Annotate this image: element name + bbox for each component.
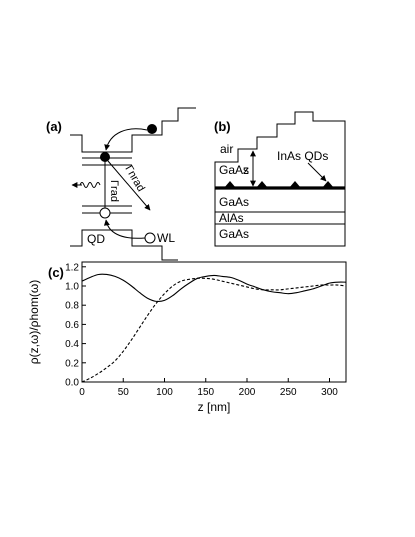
quantum-dot [322,181,334,188]
x-tick-label: 100 [156,387,173,398]
nonrad-arrow [107,160,151,211]
panel-a-label: (a) [46,119,62,134]
qd-label: QD [87,232,105,246]
y-tick-label: 0.4 [65,339,79,350]
quantum-dot [256,181,268,188]
qd-hole [99,207,111,219]
sample-outline [214,111,346,247]
x-tick-label: 0 [79,387,85,398]
z-label: z [243,163,249,177]
inas-qds-label: InAs QDs [277,149,328,163]
photon-wave [79,182,101,188]
panel-b: (b) air z GaAs InAs QDs GaAs AlAs GaAs [214,111,346,247]
gamma-rad-label: Γrad [108,180,120,202]
layer-label-alas: AlAs [219,211,244,225]
x-tick-label: 50 [118,387,130,398]
y-tick-label: 1.0 [65,282,79,293]
quantum-dot [224,181,236,188]
series-line-dashed [81,277,347,383]
y-axis-label: ρ(z,ω)/ρhom(ω) [27,280,41,364]
gamma-nrad-label: Γnrad [122,164,146,194]
layer-label-gaas-bottom: GaAs [219,227,249,241]
x-tick-label: 200 [239,387,256,398]
layer-label-gaas: GaAs [219,195,249,209]
y-ticks: 0.0 0.2 0.4 0.6 0.8 1.0 1.2 [65,262,86,389]
conduction-band [70,107,196,153]
gaas-top-label: GaAs [219,163,249,177]
x-tick-label: 300 [321,387,338,398]
panel-c: (c) 0 50 100 150 200 250 300 0.0 0.2 0.4 0.6 0.8 1.… [27,261,347,414]
y-tick-label: 0.2 [65,358,79,369]
x-tick-label: 250 [280,387,297,398]
qd-pointer-arrow [307,162,327,182]
panel-a: (a) Γnrad Γrad QD WL [46,107,196,261]
panel-c-label: (c) [48,265,64,280]
wl-label: WL [157,231,175,245]
wl-electron [147,124,157,134]
y-tick-label: 1.2 [65,262,79,273]
series-line-solid [81,273,347,303]
panel-b-label: (b) [214,119,231,134]
hole-capture-arrow [103,219,146,239]
capture-arrow [104,128,148,151]
y-tick-label: 0.6 [65,320,79,331]
air-label: air [220,142,233,156]
quantum-dot [289,181,301,188]
series-group [81,273,347,383]
x-tick-label: 150 [197,387,214,398]
x-ticks: 0 50 100 150 200 250 300 [79,378,338,398]
plot-frame [81,261,347,383]
y-tick-label: 0.0 [65,378,79,389]
y-tick-label: 0.8 [65,301,79,312]
x-axis-label: z [nm] [198,400,231,414]
wl-hole [144,232,156,244]
qd-electron [100,152,110,162]
